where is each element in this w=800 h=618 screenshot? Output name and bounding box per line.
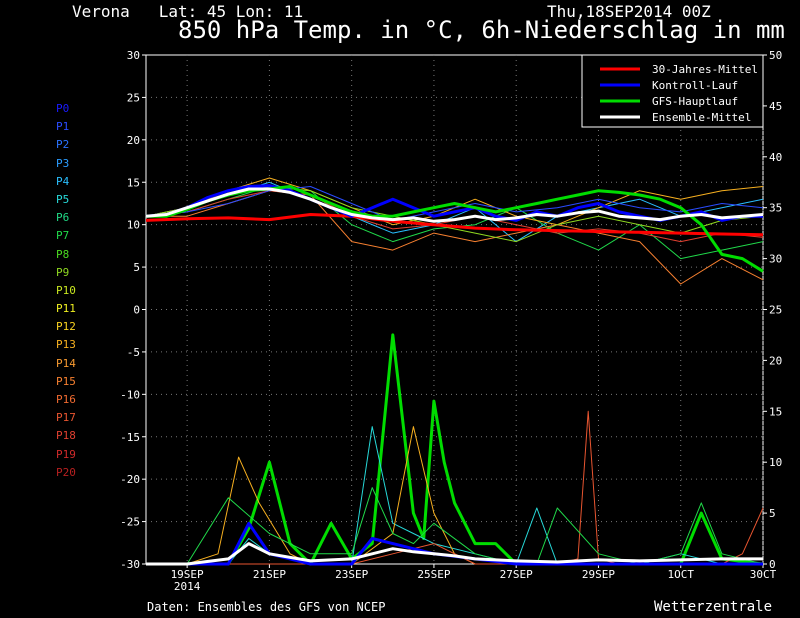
run-date-label: Thu,18SEP2014 00Z: [547, 2, 711, 21]
precip-series-line: [146, 521, 763, 566]
member-label: P0: [56, 102, 70, 115]
right-axis-tick-label: 30: [769, 253, 782, 266]
left-axis-tick-label: 20: [127, 134, 140, 147]
temp-member-line: [145, 186, 764, 221]
x-axis-tick-label: 19SEP: [171, 568, 204, 581]
legend-label: Ensemble-Mittel: [652, 111, 751, 124]
chart-title: 850 hPa Temp. in °C, 6h-Niederschlag in …: [178, 16, 785, 44]
x-axis-tick-label: 25SEP: [417, 568, 450, 581]
x-axis-tick-label: 29SEP: [582, 568, 615, 581]
member-label: P6: [56, 211, 70, 225]
precip-series-line: [146, 542, 763, 566]
right-axis-tick-label: 25: [769, 304, 782, 317]
member-label: P8: [56, 247, 70, 261]
right-axis-tick-label: 10: [769, 456, 782, 469]
left-axis-tick-label: -15: [120, 431, 140, 444]
left-axis-tick-label: 25: [127, 91, 140, 104]
member-label: P14: [56, 356, 76, 370]
precipitation-lines: [146, 333, 764, 566]
member-label: P15: [56, 374, 76, 388]
right-axis-tick-label: 50: [769, 49, 782, 62]
member-label: P18: [56, 429, 76, 443]
x-axis-tick-label: 23SEP: [335, 568, 368, 581]
ensemble-member-list: P0 P1 P2 P3 P4 P5 P6 P7 P8 P9 P10 P11 P12 P13 P14 P15 P1…: [56, 100, 76, 482]
member-label: P5: [56, 192, 70, 206]
x-axis-tick-label: 30CT: [750, 568, 777, 581]
right-axis-tick-label: 45: [769, 100, 782, 113]
left-axis-tick-label: -20: [120, 473, 140, 486]
member-label: P12: [56, 320, 76, 334]
right-axis-tick-label: 5: [769, 507, 776, 520]
legend-box: [581, 54, 764, 128]
location-label: Verona Lat: 45 Lon: 11: [72, 2, 304, 21]
x-axis-tick-label: 27SEP: [500, 568, 533, 581]
right-axis-tick-label: 0: [769, 558, 776, 571]
precip-series-line: [146, 487, 764, 565]
temp-main-line: [145, 187, 764, 223]
left-axis-tick-label: 15: [127, 176, 140, 189]
left-axis-tick-label: 10: [127, 219, 140, 232]
left-axis-tick-label: 5: [133, 261, 140, 274]
left-axis-tick-label: -25: [120, 516, 140, 529]
right-axis-tick-label: 15: [769, 405, 782, 418]
member-label: P2: [56, 138, 70, 152]
plot-area: [145, 54, 764, 565]
member-label: P11: [56, 302, 76, 316]
member-label: P1: [56, 120, 70, 134]
temp-main-line: [145, 213, 764, 237]
legend-label: 30-Jahres-Mittel: [652, 63, 758, 76]
left-axis-tick-label: 30: [127, 49, 140, 62]
legend: 30-Jahres-Mittel Kontroll-Lauf GFS-Hauptla…: [581, 54, 764, 128]
left-axis-tick-label: -30: [120, 558, 140, 571]
right-axis-tick-label: 40: [769, 151, 782, 164]
right-axis-tick-label: 20: [769, 354, 782, 367]
member-label: P17: [56, 411, 76, 425]
x-axis-tick-label: 2014: [174, 580, 201, 593]
member-label: P19: [56, 447, 76, 461]
member-label: P9: [56, 265, 70, 279]
temperature-lines: [145, 177, 764, 285]
member-label: P20: [56, 465, 76, 479]
member-label: P13: [56, 338, 76, 352]
member-label: P7: [56, 229, 70, 243]
left-axis-tick-label: 0: [133, 304, 140, 317]
left-axis-tick-label: -10: [120, 388, 140, 401]
temp-main-line: [146, 185, 764, 273]
member-label: P4: [56, 174, 70, 188]
x-axis-tick-label: 21SEP: [253, 568, 286, 581]
legend-label: GFS-Hauptlauf: [652, 95, 738, 108]
legend-label: Kontroll-Lauf: [652, 79, 738, 92]
data-source-label: Daten: Ensembles des GFS von NCEP: [147, 600, 386, 614]
brand-label: Wetterzentrale: [654, 599, 773, 615]
member-label: P16: [56, 393, 76, 406]
member-label: P10: [56, 283, 76, 297]
right-axis-tick-label: 35: [769, 202, 782, 215]
member-label: P3: [56, 156, 70, 170]
x-axis-tick-label: 1OCT: [667, 568, 694, 581]
left-axis-tick-label: -5: [127, 346, 140, 359]
left-axis-temperature: 30 25 20 15 10 5 0 -5 -10 -15 -20 -25 -30: [120, 49, 146, 571]
